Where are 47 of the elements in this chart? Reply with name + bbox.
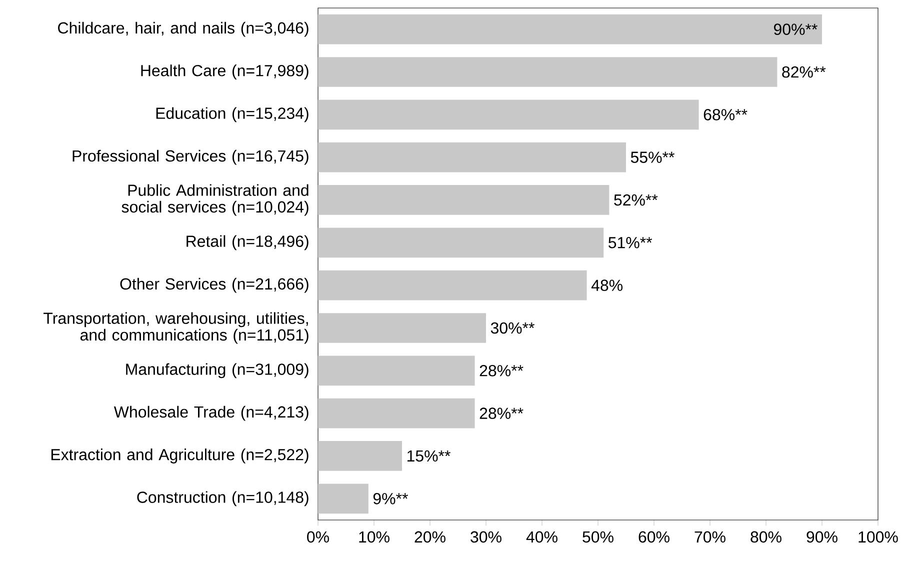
- y-tick-label: Transportation, warehousing, utilities, and communications (n=11,051): [44, 312, 308, 344]
- bar: [318, 270, 587, 300]
- x-tick-label: 80%: [750, 531, 782, 543]
- x-tick-label: 40%: [526, 531, 558, 543]
- y-tick-label: Manufacturing (n=31,009): [126, 363, 308, 378]
- y-tick-label: Extraction and Agriculture (n=2,522): [51, 448, 308, 464]
- x-tick-label: 30%: [470, 531, 502, 543]
- x-tick-label: 0%: [307, 531, 329, 543]
- data-label: 48%: [591, 280, 623, 291]
- x-tick-label: 90%: [806, 531, 838, 543]
- data-label: 55%**: [630, 152, 674, 163]
- bar: [318, 57, 778, 87]
- data-label: 15%**: [407, 450, 450, 462]
- data-label: 68%**: [704, 109, 748, 120]
- x-tick-label: 70%: [694, 531, 726, 543]
- x-tick-label: 100%: [858, 531, 898, 543]
- y-tick-label: Retail (n=18,496): [186, 235, 308, 250]
- data-label: 30%**: [490, 322, 534, 334]
- x-tick-label: 10%: [359, 531, 390, 543]
- data-label: 90%**: [774, 24, 818, 35]
- bar: [318, 484, 368, 514]
- y-tick-label: Childcare, hair, and nails (n=3,046): [58, 22, 308, 37]
- y-tick-label: Health Care (n=17,989): [141, 64, 308, 80]
- bar: [318, 14, 822, 44]
- bar: [318, 313, 486, 343]
- bar: [318, 228, 604, 258]
- y-tick-label: Construction (n=10,148): [137, 491, 308, 506]
- bar: [318, 142, 626, 172]
- x-tick-label: 20%: [414, 531, 446, 543]
- x-tick-label: 50%: [582, 531, 614, 543]
- data-label: 52%**: [614, 194, 658, 206]
- y-tick-label: Professional Services (n=16,745): [72, 150, 308, 165]
- data-label: 28%**: [480, 408, 524, 419]
- y-tick-label: Education (n=15,234): [156, 107, 308, 122]
- data-label: 28%**: [480, 365, 524, 376]
- bar: [318, 100, 699, 130]
- y-tick-label: Other Services (n=21,666): [120, 278, 308, 293]
- bar: [318, 356, 475, 386]
- y-tick-label: Wholesale Trade (n=4,213): [114, 406, 308, 421]
- data-label: 51%**: [608, 237, 652, 248]
- bar: [318, 441, 402, 471]
- bar: [318, 185, 610, 215]
- bar: [318, 398, 475, 428]
- data-label: 82%**: [782, 66, 826, 78]
- x-tick-label: 60%: [638, 531, 670, 543]
- data-label: 9%**: [373, 493, 408, 504]
- y-tick-label: Public Administration and social services (n=10,024): [122, 184, 308, 216]
